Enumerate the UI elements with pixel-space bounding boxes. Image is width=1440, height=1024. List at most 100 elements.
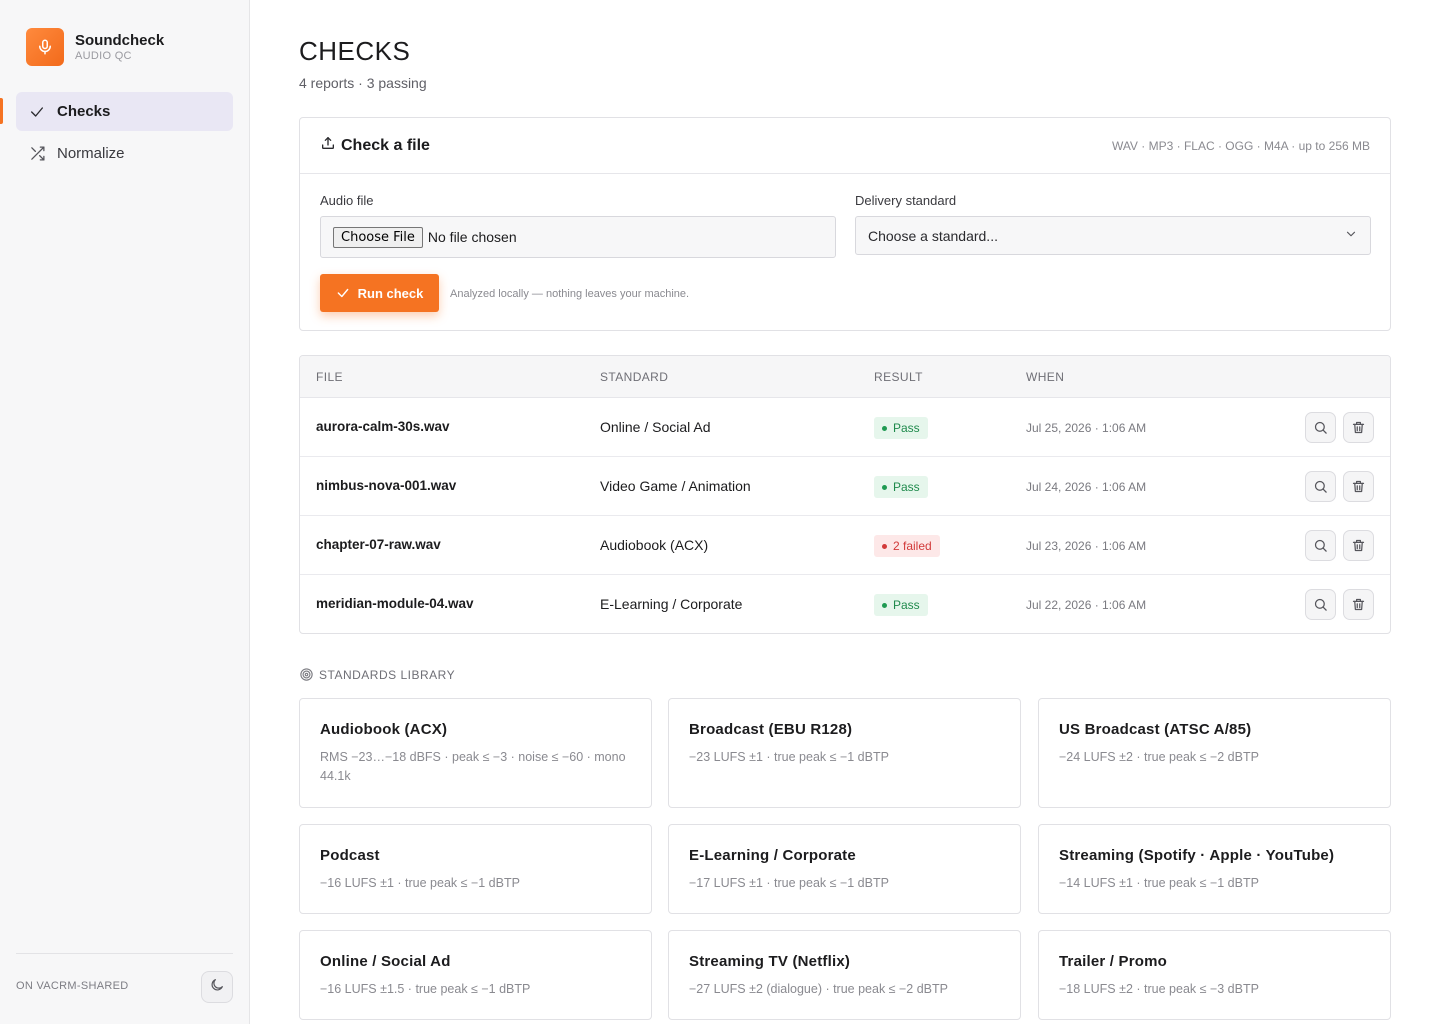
moon-icon xyxy=(209,977,225,998)
app-subtitle: AUDIO QC xyxy=(75,49,132,62)
trash-icon xyxy=(1352,598,1365,611)
table-row[interactable]: meridian-module-04.wav E-Learning / Corp… xyxy=(300,575,1390,633)
sidebar-nav: Checks Normalize xyxy=(16,92,233,176)
standard-card-name: Broadcast (EBU R128) xyxy=(689,721,853,738)
microphone-icon xyxy=(26,28,64,66)
table-row[interactable]: chapter-07-raw.wav Audiobook (ACX) 2 fai… xyxy=(300,516,1390,575)
file-status-text: No file chosen xyxy=(427,229,517,245)
file-name: nimbus-nova-001.wav xyxy=(316,478,457,493)
sidebar-item-label: Normalize xyxy=(57,145,125,162)
standards-library-heading: STANDARDS LIBRARY xyxy=(299,667,455,682)
run-check-label: Run check xyxy=(357,285,424,301)
standard-name: Audiobook (ACX) xyxy=(600,537,709,553)
status-badge: Pass xyxy=(874,417,928,439)
status-badge: Pass xyxy=(874,594,928,616)
search-icon xyxy=(1314,598,1327,611)
status-text: Pass xyxy=(893,480,920,494)
status-badge: Pass xyxy=(874,476,928,498)
delete-report-button[interactable] xyxy=(1343,530,1374,561)
check-icon xyxy=(337,288,348,298)
trash-icon xyxy=(1352,480,1365,493)
shuffle-icon xyxy=(28,145,46,163)
trash-icon xyxy=(1352,539,1365,552)
standard-card[interactable]: Online / Social Ad −16 LUFS ±1.5 · true … xyxy=(299,930,652,1020)
delete-report-button[interactable] xyxy=(1343,412,1374,443)
status-text: 2 failed xyxy=(893,539,932,553)
timestamp: Jul 24, 2026 · 1:06 AM xyxy=(1026,480,1147,494)
standard-card[interactable]: US Broadcast (ATSC A/85) −24 LUFS ±2 · t… xyxy=(1038,698,1391,808)
check-file-title: Check a file xyxy=(341,136,430,154)
view-report-button[interactable] xyxy=(1305,412,1336,443)
page-title: CHECKS xyxy=(299,36,411,66)
sidebar-item-label: Checks xyxy=(57,103,111,120)
standard-card-name: Trailer / Promo xyxy=(1059,953,1168,970)
table-header: FILE STANDARD RESULT WHEN xyxy=(300,356,1390,398)
standard-card[interactable]: Podcast −16 LUFS ±1 · true peak ≤ −1 dBT… xyxy=(299,824,652,914)
privacy-note: Analyzed locally — nothing leaves your m… xyxy=(450,288,690,300)
standard-card-spec: −24 LUFS ±2 · true peak ≤ −2 dBTP xyxy=(1059,750,1259,764)
supported-formats: WAV · MP3 · FLAC · OGG · M4A · up to 256… xyxy=(1111,138,1370,153)
run-check-button[interactable]: Run check xyxy=(320,274,439,312)
delete-report-button[interactable] xyxy=(1343,589,1374,620)
sidebar: Soundcheck AUDIO QC Checks Normalize ON … xyxy=(0,0,250,1024)
standard-card[interactable]: Broadcast (EBU R128) −23 LUFS ±1 · true … xyxy=(668,698,1021,808)
audio-file-label: Audio file xyxy=(320,193,374,208)
view-report-button[interactable] xyxy=(1305,589,1336,620)
check-file-header: Check a file WAV · MP3 · FLAC · OGG · M4… xyxy=(300,118,1390,174)
standard-card-spec: −16 LUFS ±1 · true peak ≤ −1 dBTP xyxy=(320,876,520,890)
check-file-card: Check a file WAV · MP3 · FLAC · OGG · M4… xyxy=(299,117,1391,331)
theme-toggle-button[interactable] xyxy=(201,971,233,1003)
timestamp: Jul 25, 2026 · 1:06 AM xyxy=(1026,421,1147,435)
view-report-button[interactable] xyxy=(1305,530,1336,561)
standard-name: Online / Social Ad xyxy=(600,419,711,435)
standard-card-name: Streaming TV (Netflix) xyxy=(689,953,851,970)
search-icon xyxy=(1314,480,1327,493)
table-row[interactable]: nimbus-nova-001.wav Video Game / Animati… xyxy=(300,457,1390,516)
sidebar-item-normalize[interactable]: Normalize xyxy=(16,134,233,173)
standard-card-name: Online / Social Ad xyxy=(320,953,451,970)
delivery-standard-select[interactable]: Choose a standard... xyxy=(855,216,1371,255)
standard-card-spec: −16 LUFS ±1.5 · true peak ≤ −1 dBTP xyxy=(320,982,531,996)
standard-card[interactable]: Streaming (Spotify · Apple · YouTube) −1… xyxy=(1038,824,1391,914)
standard-card[interactable]: E-Learning / Corporate −17 LUFS ±1 · tru… xyxy=(668,824,1021,914)
standard-name: E-Learning / Corporate xyxy=(600,596,743,612)
standard-card-name: Audiobook (ACX) xyxy=(320,721,448,738)
delivery-standard-label: Delivery standard xyxy=(855,193,957,208)
view-report-button[interactable] xyxy=(1305,471,1336,502)
column-header-standard: STANDARD xyxy=(600,370,669,384)
timestamp: Jul 22, 2026 · 1:06 AM xyxy=(1026,598,1147,612)
table-row[interactable]: aurora-calm-30s.wav Online / Social Ad P… xyxy=(300,398,1390,457)
environment-label: ON VACRM-SHARED xyxy=(16,980,129,992)
standard-card-spec: −23 LUFS ±1 · true peak ≤ −1 dBTP xyxy=(689,750,889,764)
standard-card-spec: −18 LUFS ±2 · true peak ≤ −3 dBTP xyxy=(1059,982,1259,996)
file-name: chapter-07-raw.wav xyxy=(316,537,441,552)
file-name: meridian-module-04.wav xyxy=(316,596,474,611)
sidebar-footer: ON VACRM-SHARED xyxy=(16,953,233,1003)
sidebar-item-checks[interactable]: Checks xyxy=(16,92,233,131)
brand: Soundcheck AUDIO QC xyxy=(26,28,164,66)
standards-library-title: STANDARDS LIBRARY xyxy=(319,667,456,682)
standard-card-name: E-Learning / Corporate xyxy=(689,847,856,864)
app-name: Soundcheck xyxy=(75,31,165,49)
standard-card-name: Streaming (Spotify · Apple · YouTube) xyxy=(1059,847,1335,864)
search-icon xyxy=(1314,539,1327,552)
standard-card-spec: −27 LUFS ±2 (dialogue) · true peak ≤ −2 … xyxy=(689,982,948,996)
delete-report-button[interactable] xyxy=(1343,471,1374,502)
choose-file-button[interactable]: Choose File xyxy=(333,226,423,248)
select-placeholder: Choose a standard... xyxy=(868,227,998,244)
standard-card[interactable]: Audiobook (ACX) RMS −23…−18 dBFS · peak … xyxy=(299,698,652,808)
standard-card-spec: −14 LUFS ±1 · true peak ≤ −1 dBTP xyxy=(1059,876,1259,890)
column-header-file: FILE xyxy=(316,370,343,384)
standard-card[interactable]: Trailer / Promo −18 LUFS ±2 · true peak … xyxy=(1038,930,1391,1020)
standard-card-spec: RMS −23…−18 dBFS · peak ≤ −3 · noise ≤ −… xyxy=(320,750,626,783)
reports-table: FILE STANDARD RESULT WHEN aurora-calm-30… xyxy=(299,355,1391,634)
search-icon xyxy=(1314,421,1327,434)
standard-card-spec: −17 LUFS ±1 · true peak ≤ −1 dBTP xyxy=(689,876,889,890)
audio-file-input[interactable]: Choose File No file chosen xyxy=(320,216,836,258)
check-icon xyxy=(28,103,46,121)
standard-card[interactable]: Streaming TV (Netflix) −27 LUFS ±2 (dial… xyxy=(668,930,1021,1020)
standard-card-name: Podcast xyxy=(320,847,380,864)
timestamp: Jul 23, 2026 · 1:06 AM xyxy=(1026,539,1147,553)
column-header-result: RESULT xyxy=(874,370,923,384)
status-badge: 2 failed xyxy=(874,535,940,557)
